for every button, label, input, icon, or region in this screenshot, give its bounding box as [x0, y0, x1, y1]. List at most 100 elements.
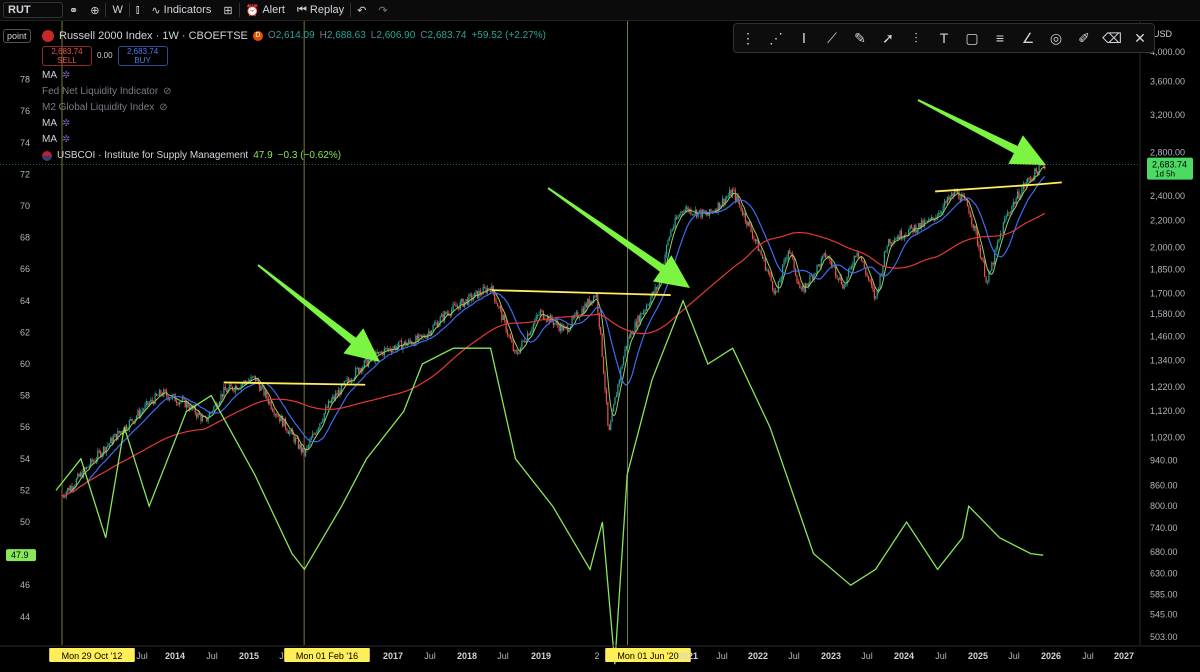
candle-body — [284, 418, 287, 429]
usbcoi-value: 47.9 — [253, 150, 273, 161]
candle-body — [276, 414, 278, 417]
delete-icon[interactable]: ✕ — [1134, 29, 1146, 46]
redo-icon[interactable]: ↷ — [378, 4, 388, 17]
candle-body — [737, 196, 739, 203]
candle-body — [302, 447, 304, 453]
candle-body — [221, 394, 224, 397]
indicators-button[interactable]: ∿ Indicators — [145, 0, 217, 20]
candle-body — [783, 260, 785, 266]
candle-body — [479, 290, 481, 295]
settings-icon[interactable]: ✲ — [62, 118, 71, 129]
candle-body — [747, 221, 749, 226]
hidden-eye-icon[interactable]: ⊘ — [163, 86, 172, 97]
candle-body — [240, 384, 242, 389]
layouts-icon[interactable]: ⊞ — [223, 4, 233, 17]
resistance-line — [935, 183, 1036, 193]
right-axis-tick: 2,400.00 — [1150, 191, 1185, 201]
eraser-icon[interactable]: ⌫ — [1102, 29, 1122, 46]
legend-ma-3[interactable]: MA ✲ — [42, 132, 546, 148]
settings-icon[interactable]: ✲ — [62, 134, 71, 145]
candle-body — [158, 390, 161, 396]
right-scale-currency[interactable]: USD — [1153, 29, 1172, 39]
hidden-eye-icon[interactable]: ⊘ — [159, 102, 168, 113]
right-axis-tick: 1,850.00 — [1150, 265, 1185, 275]
legend-ma-2[interactable]: MA ✲ — [42, 116, 546, 132]
fib-icon[interactable]: ⫶ — [914, 29, 918, 46]
left-axis-tick: 64 — [20, 296, 30, 306]
trend-line-icon[interactable]: ⟋ — [827, 29, 837, 46]
undo-icon[interactable]: ↶ — [357, 4, 367, 17]
horizontal-line-icon[interactable]: ≡ — [995, 30, 1005, 46]
candle-body — [408, 339, 410, 344]
replay-button[interactable]: ⏮ Replay — [291, 0, 350, 20]
candle-body — [65, 491, 67, 497]
candle-body — [485, 287, 487, 293]
arrow-icon[interactable]: ➚ — [882, 29, 894, 46]
candle-body — [436, 322, 438, 327]
pattern-icon[interactable]: ⋰ — [769, 29, 783, 46]
candle-body — [958, 190, 960, 199]
candle-body — [857, 252, 860, 257]
candle-body — [956, 190, 959, 193]
candle-body — [75, 478, 77, 486]
ohlc-high: H2,688.63 — [320, 28, 366, 44]
candle-body — [761, 254, 764, 259]
candle-body — [869, 279, 871, 281]
candle-body — [998, 238, 1000, 243]
candle-body — [350, 380, 353, 383]
candle-body — [428, 331, 430, 335]
left-axis-tick: 74 — [20, 138, 30, 148]
candle-body — [641, 313, 643, 315]
rectangle-icon[interactable]: ▢ — [965, 29, 979, 46]
alert-button[interactable]: ⏰ Alert — [240, 0, 291, 20]
left-axis-tick: 56 — [20, 422, 30, 432]
text-cursor-icon[interactable]: Ⅰ — [801, 29, 807, 46]
candle-body — [796, 275, 798, 282]
angle-icon[interactable]: ∠ — [1021, 29, 1035, 46]
legend-ma-1[interactable]: MA ✲ — [42, 68, 546, 84]
resistance-line — [1035, 181, 1062, 186]
candle-body — [698, 209, 701, 212]
settings-icon[interactable]: ✲ — [62, 70, 71, 81]
candle-body — [895, 239, 897, 240]
candle-body — [357, 367, 360, 373]
candle-body — [508, 334, 510, 336]
candle-body — [403, 341, 406, 345]
candle-body — [671, 229, 673, 231]
legend-m2[interactable]: M2 Global Liquidity Index ⊘ — [42, 100, 546, 116]
interval-button[interactable]: W — [106, 0, 128, 20]
candle-body — [283, 418, 285, 427]
legend-fed-net[interactable]: Fed Net Liquidity Indicator ⊘ — [42, 84, 546, 100]
sell-button[interactable]: 2,683.74 SELL — [42, 46, 92, 66]
candle-body — [739, 202, 741, 206]
ohlc-close-key: C — [420, 30, 428, 41]
add-symbol-icon[interactable]: ⊕ — [90, 4, 100, 17]
left-axis-tick: 78 — [20, 75, 30, 85]
compare-icon[interactable]: ⚭ — [69, 4, 79, 17]
legend-usbcoi[interactable]: USBCOI · Institute for Supply Management… — [42, 148, 546, 164]
candle-body — [905, 235, 907, 237]
candle-body — [332, 396, 334, 400]
brush-icon[interactable]: ✎ — [854, 29, 866, 46]
target-icon[interactable]: ◎ — [1049, 29, 1063, 46]
candle-body — [389, 348, 391, 351]
pen-icon[interactable]: ✐ — [1078, 29, 1090, 46]
left-axis-tick: 66 — [20, 264, 30, 274]
candle-body — [104, 446, 106, 453]
candle-body — [953, 190, 956, 197]
candle-body — [703, 209, 705, 213]
price-chart[interactable]: 78 76 74 72 70 68 66 64 62 60 58 56 54 52 50 46 44 47.9 4… — [0, 21, 1200, 672]
candle-body — [677, 216, 679, 219]
left-scale-mode[interactable]: point — [3, 29, 31, 43]
candle-body — [313, 433, 315, 435]
chart-type-icon[interactable]: ⫾ — [135, 3, 140, 16]
candle-body — [226, 390, 228, 393]
candle-body — [256, 379, 258, 382]
buy-button[interactable]: 2,683.74 BUY — [117, 46, 168, 66]
candle-body — [949, 196, 951, 200]
drag-handle-icon[interactable]: ⋮ — [741, 29, 755, 46]
symbol-search[interactable]: RUT — [3, 2, 63, 18]
candle-body — [657, 285, 659, 290]
candle-body — [495, 301, 497, 304]
text-icon[interactable]: T — [939, 30, 949, 46]
